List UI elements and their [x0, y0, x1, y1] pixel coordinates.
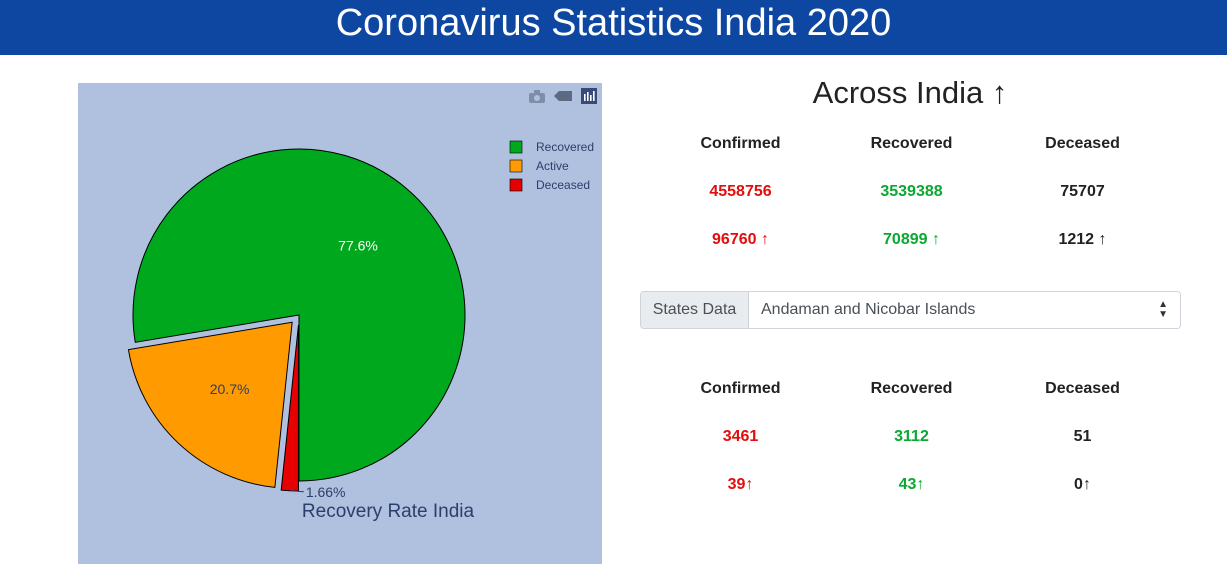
legend-label-recovered[interactable]: Recovered — [536, 140, 594, 154]
state-headers-row: Confirmed Recovered Deceased — [655, 365, 1168, 413]
select-arrows-icon: ▲ ▼ — [1158, 299, 1168, 320]
state-select-group: States Data Andaman and Nicobar Islands … — [640, 291, 1181, 329]
state-select-value: Andaman and Nicobar Islands — [761, 301, 976, 318]
india-stats-grid: Confirmed Recovered Deceased 4558756 353… — [655, 120, 1168, 264]
pie-slice-recovered[interactable] — [132, 148, 466, 482]
pie-label-active: 20.7% — [210, 381, 250, 397]
camera-icon[interactable] — [528, 88, 546, 104]
india-deceased-delta: 1212 ↑ — [1058, 231, 1107, 248]
pie-slice-active[interactable] — [127, 321, 293, 488]
state-select[interactable]: Andaman and Nicobar Islands ▲ ▼ — [749, 292, 1180, 328]
legend-label-active[interactable]: Active — [536, 159, 569, 173]
india-confirmed-total: 4558756 — [709, 183, 772, 200]
india-confirmed-header: Confirmed — [700, 135, 781, 152]
state-deceased-delta: 0↑ — [1074, 476, 1091, 493]
india-totals-row: 4558756 3539388 75707 — [655, 168, 1168, 216]
pie-chart: 77.6% 20.7% 1.66%Recovery Rate India Recove… — [127, 140, 594, 522]
india-headers-row: Confirmed Recovered Deceased — [655, 120, 1168, 168]
india-recovered-header: Recovered — [870, 135, 953, 152]
state-totals-row: 3461 3112 51 — [655, 413, 1168, 461]
legend-swatch-recovered[interactable] — [509, 140, 523, 154]
pie-label-deceased: 1.66% — [306, 484, 346, 500]
states-data-label: States Data — [641, 292, 749, 328]
pie-label-recovered: 77.6% — [338, 237, 378, 253]
pie-leader-line — [289, 490, 304, 493]
india-deceased-total: 75707 — [1060, 183, 1105, 200]
legend-label-deceased[interactable]: Deceased — [536, 178, 590, 192]
state-confirmed-total: 3461 — [722, 428, 759, 445]
india-deltas-row: 96760 ↑ 70899 ↑ 1212 ↑ — [655, 216, 1168, 264]
state-recovered-total: 3112 — [894, 428, 929, 445]
chart-title: Recovery Rate India — [302, 501, 475, 522]
page-title: Coronavirus Statistics India 2020 — [335, 2, 892, 44]
stats-panel: Across India ↑ Confirmed Recovered Decea… — [625, 55, 1195, 564]
bar-chart-icon[interactable] — [580, 88, 598, 104]
header-bar: Coronavirus Statistics India 2020 — [0, 0, 1227, 55]
india-deceased-header: Deceased — [1045, 135, 1120, 152]
legend-swatch-active[interactable] — [509, 159, 523, 173]
state-recovered-delta: 43↑ — [898, 476, 925, 493]
india-recovered-total: 3539388 — [880, 183, 943, 200]
state-confirmed-delta: 39↑ — [727, 476, 754, 493]
legend-swatch-deceased[interactable] — [509, 178, 523, 192]
india-confirmed-delta: 96760 ↑ — [712, 231, 769, 248]
state-recovered-header: Recovered — [870, 380, 953, 397]
india-recovered-delta: 70899 ↑ — [883, 231, 940, 248]
india-section-title: Across India ↑ — [812, 75, 1008, 110]
state-deceased-total: 51 — [1073, 428, 1092, 445]
chart-modebar — [528, 88, 598, 104]
state-deceased-header: Deceased — [1045, 380, 1120, 397]
state-stats-grid: Confirmed Recovered Deceased 3461 3112 5… — [655, 365, 1168, 509]
tag-icon[interactable] — [554, 88, 572, 104]
pie-chart-panel: 77.6% 20.7% 1.66% Recovery Rate India Recove… — [78, 83, 602, 564]
state-confirmed-header: Confirmed — [700, 380, 781, 397]
state-deltas-row: 39↑ 43↑ 0↑ — [655, 461, 1168, 509]
